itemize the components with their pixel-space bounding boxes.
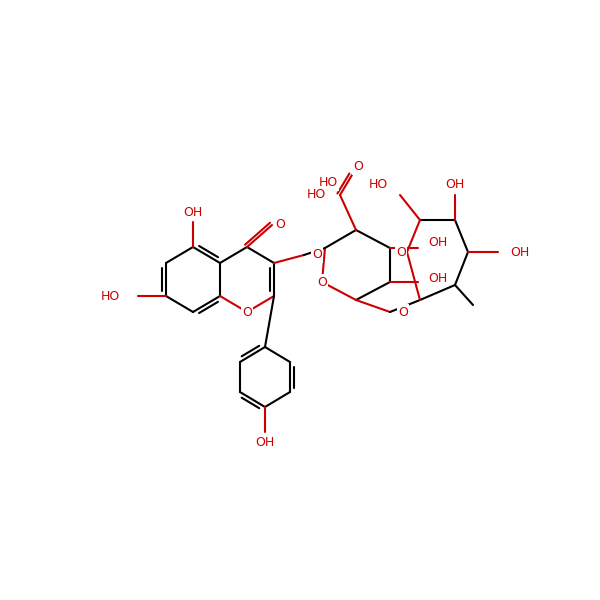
Text: OH: OH (445, 178, 464, 191)
Text: O: O (398, 305, 408, 319)
Text: OH: OH (428, 271, 447, 284)
Text: O: O (312, 248, 322, 262)
Text: OH: OH (428, 235, 447, 248)
Text: HO: HO (369, 178, 388, 191)
Text: OH: OH (510, 245, 529, 259)
Text: HO: HO (307, 188, 326, 202)
Text: O: O (242, 305, 252, 319)
Text: OH: OH (256, 436, 275, 449)
Text: O: O (275, 218, 285, 232)
Text: O: O (317, 275, 327, 289)
Text: O: O (353, 160, 363, 173)
Text: HO: HO (319, 176, 338, 190)
Text: HO: HO (101, 289, 120, 302)
Text: O: O (396, 245, 406, 259)
Text: OH: OH (184, 205, 203, 218)
